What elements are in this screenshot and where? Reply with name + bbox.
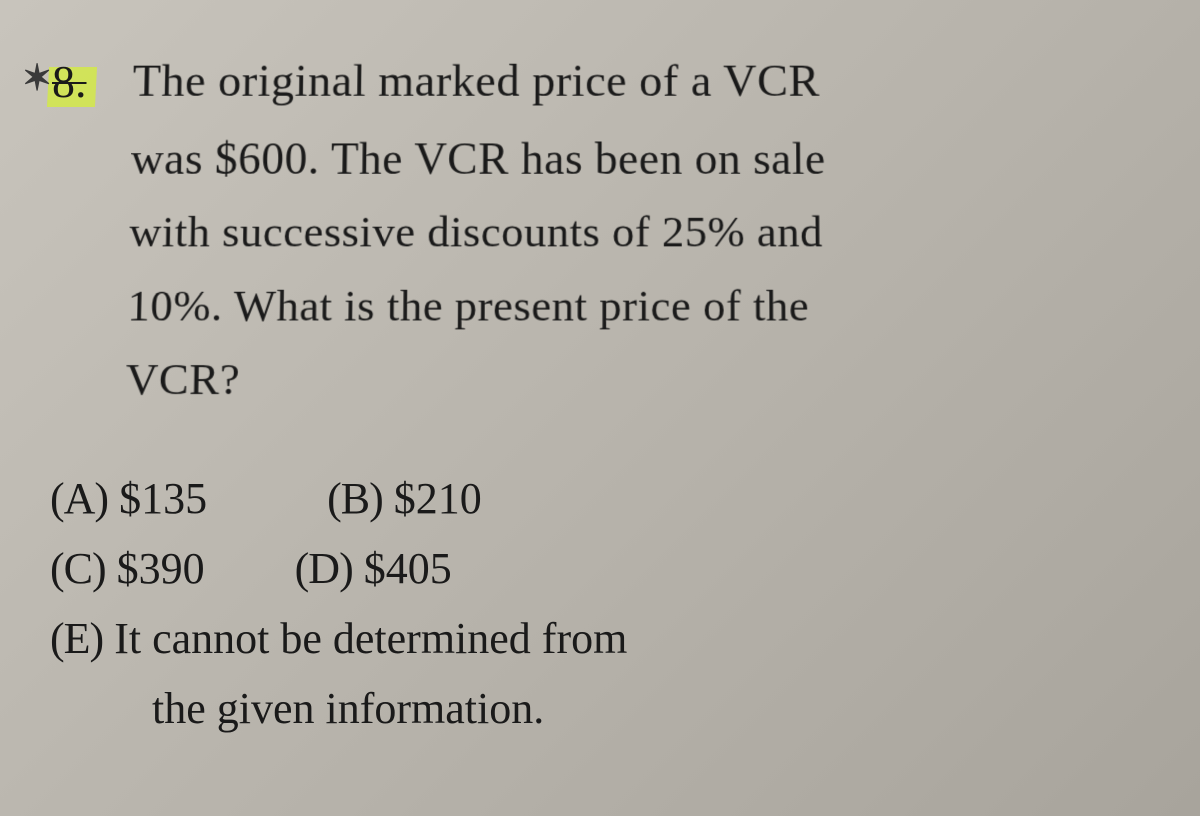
question-line-1: The original marked price of a VCR [132, 44, 1163, 119]
option-a-value: $135 [119, 474, 207, 523]
question-line-5: VCR? [125, 342, 1170, 416]
option-b-label: (B) [327, 474, 383, 523]
question-line-3: with successive discounts of 25% and [128, 196, 1166, 269]
option-c-label: (C) [50, 544, 106, 593]
star-mark-icon: ✶ [22, 57, 52, 99]
option-b-value: $210 [394, 474, 482, 523]
option-e-value-line1: It cannot be determined from [114, 614, 627, 663]
question-number-area: ✶ 8. [30, 55, 87, 108]
question-line-4: 10%. What is the present price of the [127, 269, 1169, 342]
option-d-value: $405 [364, 544, 452, 593]
option-a-label: (A) [50, 474, 108, 523]
question-text: The original marked price of a VCR was $… [125, 46, 1170, 416]
option-e-continuation: the given information. [152, 676, 1170, 742]
option-c: (C) $390 [50, 536, 205, 602]
option-e-label: (E) [50, 614, 103, 663]
option-e: (E) It cannot be determined from [50, 606, 1170, 672]
option-e-value-line2: the given information. [152, 684, 544, 733]
option-c-value: $390 [117, 544, 205, 593]
option-row-2: (C) $390 (D) $405 [50, 536, 1170, 602]
answer-options: (A) $135 (B) $210 (C) $390 (D) $405 (E) … [50, 466, 1170, 742]
option-d: (D) $405 [295, 536, 452, 602]
question-number: 8. [52, 55, 87, 108]
option-a: (A) $135 [50, 466, 207, 532]
question-container: ✶ 8. The original marked price of a VCR … [30, 40, 1170, 742]
question-line-2: was $600. The VCR has been on sale [130, 122, 1165, 196]
option-d-label: (D) [295, 544, 353, 593]
option-b: (B) $210 [327, 466, 482, 532]
option-row-1: (A) $135 (B) $210 [50, 466, 1170, 532]
